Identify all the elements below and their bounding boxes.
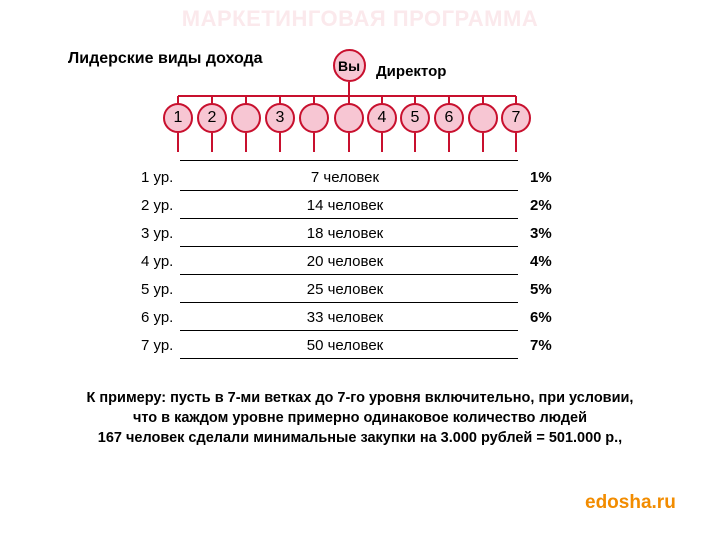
level-label: 4 ур. <box>141 253 174 270</box>
top-node-label: Директор <box>376 63 447 80</box>
level-label: 5 ур. <box>141 281 174 298</box>
row-rule <box>180 246 518 247</box>
tree-connectors <box>177 82 517 152</box>
site-watermark: edosha.ru <box>585 492 676 513</box>
section-subtitle: Лидерские виды дохода <box>68 50 263 67</box>
level-percent: 1% <box>530 169 552 186</box>
page-title: МАРКЕТИНГОВАЯ ПРОГРАММА <box>181 6 539 31</box>
branch-node-3 <box>231 103 261 133</box>
branch-node-1: 1 <box>163 103 193 133</box>
row-rule <box>180 218 518 219</box>
row-rule <box>180 330 518 331</box>
table-top-rule <box>180 160 518 161</box>
branch-node-4: 3 <box>265 103 295 133</box>
level-count: 33 человек <box>306 309 384 326</box>
top-node-you: Вы <box>333 49 366 82</box>
level-percent: 5% <box>530 281 552 298</box>
branch-node-6 <box>334 103 364 133</box>
level-label: 3 ур. <box>141 225 174 242</box>
note-line: 167 человек сделали минимальные закупки … <box>97 430 623 446</box>
level-count: 50 человек <box>306 337 384 354</box>
level-label: 7 ур. <box>141 337 174 354</box>
branch-node-7: 4 <box>367 103 397 133</box>
row-rule <box>180 274 518 275</box>
level-count: 14 человек <box>306 197 384 214</box>
note-line: что в каждом уровне примерно одинаковое … <box>132 410 588 426</box>
level-label: 2 ур. <box>141 197 174 214</box>
level-label: 1 ур. <box>141 169 174 186</box>
branch-drops <box>177 96 517 104</box>
row-rule <box>180 302 518 303</box>
branch-node-8: 5 <box>400 103 430 133</box>
branch-node-2: 2 <box>197 103 227 133</box>
branch-node-5 <box>299 103 329 133</box>
branch-tails <box>177 133 517 152</box>
row-rule <box>180 358 518 359</box>
level-label: 6 ур. <box>141 309 174 326</box>
level-count: 20 человек <box>306 253 384 270</box>
branch-node-10 <box>468 103 498 133</box>
row-rule <box>180 190 518 191</box>
level-percent: 3% <box>530 225 552 242</box>
level-count: 25 человек <box>306 281 384 298</box>
example-note: К примеру: пусть в 7-ми ветках до 7-го у… <box>20 388 700 448</box>
branch-node-9: 6 <box>434 103 464 133</box>
note-line: К примеру: пусть в 7-ми ветках до 7-го у… <box>86 390 634 406</box>
level-count: 7 человек <box>310 169 380 186</box>
level-percent: 6% <box>530 309 552 326</box>
level-percent: 7% <box>530 337 552 354</box>
branch-node-11: 7 <box>501 103 531 133</box>
level-count: 18 человек <box>306 225 384 242</box>
level-percent: 2% <box>530 197 552 214</box>
level-percent: 4% <box>530 253 552 270</box>
